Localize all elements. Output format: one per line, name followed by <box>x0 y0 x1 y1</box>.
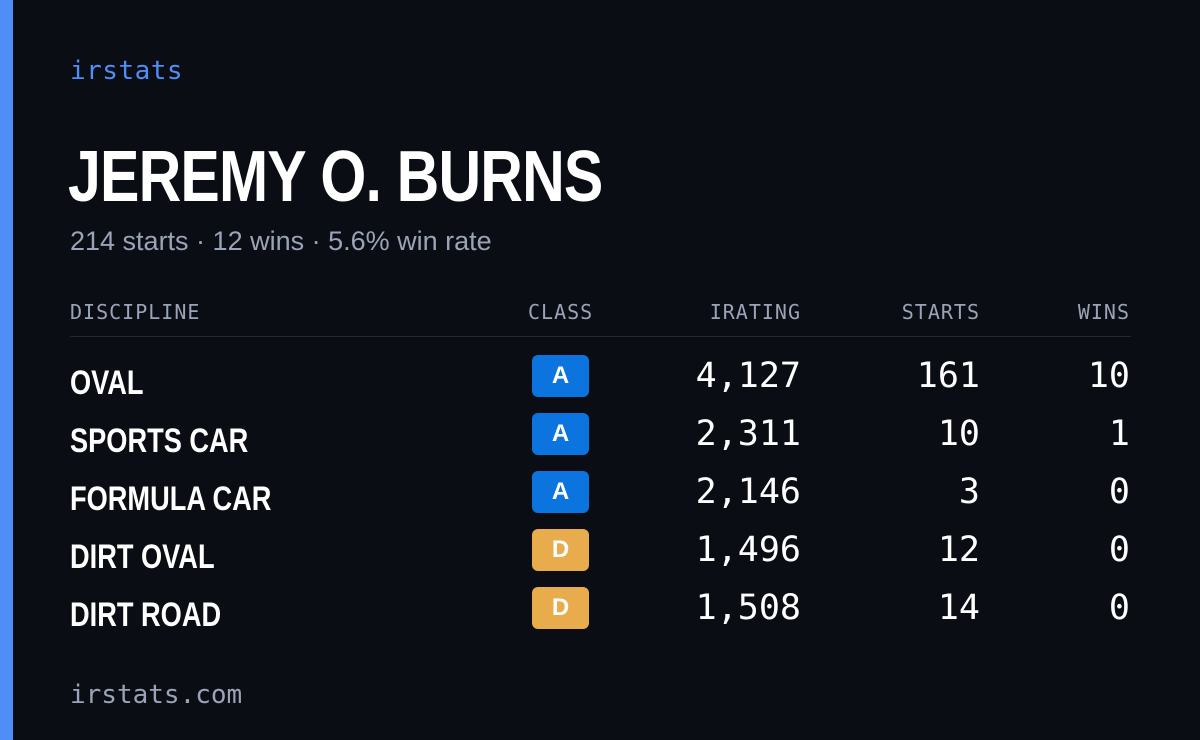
wins-value: 10 <box>1087 356 1130 396</box>
stats-table: DISCIPLINE CLASS IRATING STARTS WINS OVA… <box>70 296 1131 643</box>
class-badge: A <box>532 355 589 397</box>
discipline-label: DIRT ROAD <box>70 596 222 634</box>
table-row: OVAL A 4,127 161 10 <box>70 353 1131 411</box>
driver-summary: 214 starts · 12 wins · 5.6% win rate <box>70 226 492 256</box>
header-irating: IRATING <box>709 300 801 324</box>
starts-value: 161 <box>916 356 980 396</box>
wins-value: 1 <box>1108 414 1130 454</box>
table-row: FORMULA CAR A 2,146 3 0 <box>70 469 1131 527</box>
accent-bar <box>0 0 13 740</box>
footer-url: irstats.com <box>70 680 243 710</box>
driver-name: JEREMY O. BURNS <box>68 137 603 217</box>
table-row: SPORTS CAR A 2,311 10 1 <box>70 411 1131 469</box>
brand-logo: irstats <box>70 56 184 86</box>
table-header: DISCIPLINE CLASS IRATING STARTS WINS <box>70 296 1131 337</box>
class-badge: D <box>532 529 589 571</box>
starts-value: 12 <box>937 530 980 570</box>
table-body: OVAL A 4,127 161 10 SPORTS CAR A 2,311 1… <box>70 353 1131 643</box>
class-badge: A <box>532 413 589 455</box>
header-discipline: DISCIPLINE <box>70 300 201 324</box>
irating-value: 4,127 <box>695 356 801 396</box>
irating-value: 1,508 <box>695 588 801 628</box>
wins-value: 0 <box>1108 530 1130 570</box>
starts-value: 14 <box>937 588 980 628</box>
table-row: DIRT ROAD D 1,508 14 0 <box>70 585 1131 643</box>
discipline-label: DIRT OVAL <box>70 538 215 576</box>
discipline-label: SPORTS CAR <box>70 422 249 460</box>
table-row: DIRT OVAL D 1,496 12 0 <box>70 527 1131 585</box>
header-class: CLASS <box>528 300 594 324</box>
irating-value: 2,311 <box>695 414 801 454</box>
wins-value: 0 <box>1108 588 1130 628</box>
starts-value: 3 <box>958 472 980 512</box>
irating-value: 2,146 <box>695 472 801 512</box>
irating-value: 1,496 <box>695 530 801 570</box>
header-starts: STARTS <box>901 300 980 324</box>
discipline-label: OVAL <box>70 364 144 402</box>
wins-value: 0 <box>1108 472 1130 512</box>
discipline-label: FORMULA CAR <box>70 480 272 518</box>
header-wins: WINS <box>1077 300 1130 324</box>
class-badge: D <box>532 587 589 629</box>
class-badge: A <box>532 471 589 513</box>
starts-value: 10 <box>937 414 980 454</box>
